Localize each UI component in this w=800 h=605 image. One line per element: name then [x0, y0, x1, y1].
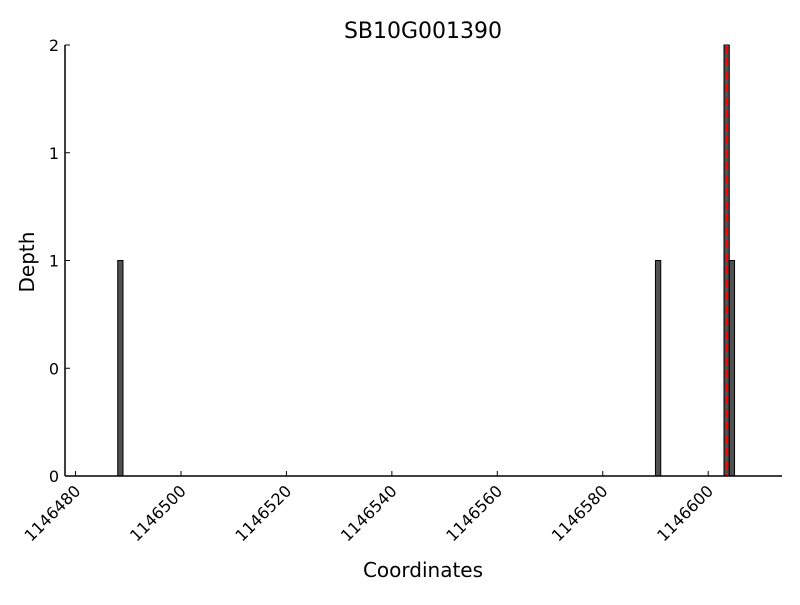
x-axis-label: Coordinates — [363, 558, 483, 582]
x-tick-label: 1146480 — [21, 481, 85, 545]
bar-0 — [117, 260, 124, 477]
x-tick-label: 1146500 — [126, 481, 190, 545]
y-tick-label: 1 — [49, 252, 59, 271]
y-axis-label: Depth — [15, 232, 39, 293]
y-tick-label: 1 — [49, 144, 59, 163]
bar-3 — [728, 260, 736, 477]
y-tick-label: 0 — [49, 467, 59, 486]
x-tick-label: 1146520 — [231, 481, 295, 545]
bar-1 — [654, 260, 662, 477]
y-tick-label: 2 — [49, 36, 59, 55]
x-tick-label: 1146580 — [548, 481, 612, 545]
x-tick-label: 1146560 — [442, 481, 506, 545]
x-tick-label: 1146540 — [337, 481, 401, 545]
x-tick-label: 1146600 — [653, 481, 717, 545]
chart-title: SB10G001390 — [344, 19, 502, 44]
y-tick-label: 0 — [49, 359, 59, 378]
